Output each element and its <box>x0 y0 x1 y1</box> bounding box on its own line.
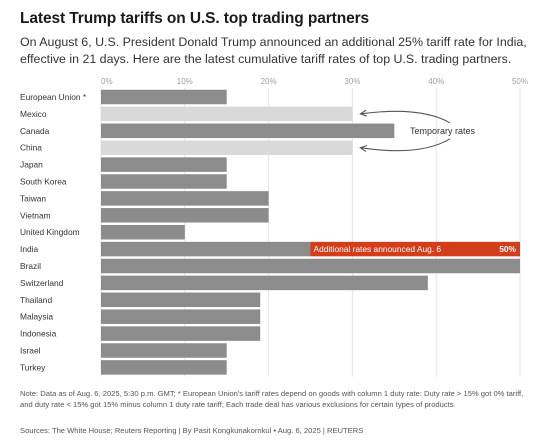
x-tick-label: 30% <box>344 77 360 86</box>
category-label-mexico: Mexico <box>20 109 47 119</box>
category-label-india: India <box>20 244 39 254</box>
category-label-united-kingdom: United Kingdom <box>20 227 80 237</box>
category-label-indonesia: Indonesia <box>20 329 57 339</box>
annotation-temporary-rates: Temporary rates <box>410 126 476 136</box>
category-label-israel: Israel <box>20 346 41 356</box>
category-label-turkey: Turkey <box>20 362 46 372</box>
bar-indonesia <box>101 326 261 341</box>
x-tick-label: 40% <box>428 77 444 86</box>
bar-taiwan <box>101 191 269 206</box>
category-label-canada: Canada <box>20 126 50 136</box>
source-line: Sources: The White House; Reuters Report… <box>20 426 364 435</box>
bar-thailand <box>101 292 261 308</box>
category-label-japan: Japan <box>20 160 43 170</box>
category-label-european-union: European Union * <box>20 92 87 102</box>
bar-south-korea <box>101 174 227 189</box>
bar-china <box>101 140 353 155</box>
chart-subtitle: On August 6, U.S. President Donald Trump… <box>20 35 527 66</box>
bar-canada <box>101 123 395 139</box>
category-label-taiwan: Taiwan <box>20 193 46 203</box>
x-tick-label: 0% <box>101 77 113 86</box>
bar-israel <box>101 343 227 358</box>
x-tick-label: 20% <box>261 77 277 86</box>
highlight-value-label: 50% <box>499 244 516 254</box>
annotation-arrow-china <box>360 138 451 151</box>
category-label-brazil: Brazil <box>20 261 41 271</box>
bar-mexico <box>101 106 353 122</box>
category-label-switzerland: Switzerland <box>20 278 64 288</box>
bar-turkey <box>101 360 227 375</box>
x-tick-label: 10% <box>177 77 193 86</box>
bar-switzerland <box>101 275 428 291</box>
x-tick-label: 50% <box>512 77 528 86</box>
highlight-label: Additional rates announced Aug. 6 <box>314 244 442 254</box>
bar-united-kingdom <box>101 224 185 240</box>
footnote: Note: Data as of Aug. 6, 2025, 5:30 p.m.… <box>20 389 524 409</box>
category-label-vietnam: Vietnam <box>20 210 51 220</box>
category-label-south-korea: South Korea <box>20 177 67 187</box>
bar-india-base <box>101 241 311 257</box>
bar-malaysia <box>101 309 261 324</box>
bar-european-union <box>101 89 227 105</box>
tariff-bar-chart: 0% 10% 20% 30% 40% 50% European Union * Mexico C… <box>20 77 528 377</box>
category-label-malaysia: Malaysia <box>20 312 53 322</box>
chart-title: Latest Trump tariffs on U.S. top trading… <box>20 10 370 27</box>
category-label-china: China <box>20 143 42 153</box>
bar-india-additional <box>310 241 520 257</box>
annotation-arrow-mexico <box>360 111 451 124</box>
bar-japan <box>101 157 227 172</box>
category-label-thailand: Thailand <box>20 295 52 305</box>
bar-vietnam <box>101 208 269 223</box>
bar-brazil <box>101 258 520 274</box>
